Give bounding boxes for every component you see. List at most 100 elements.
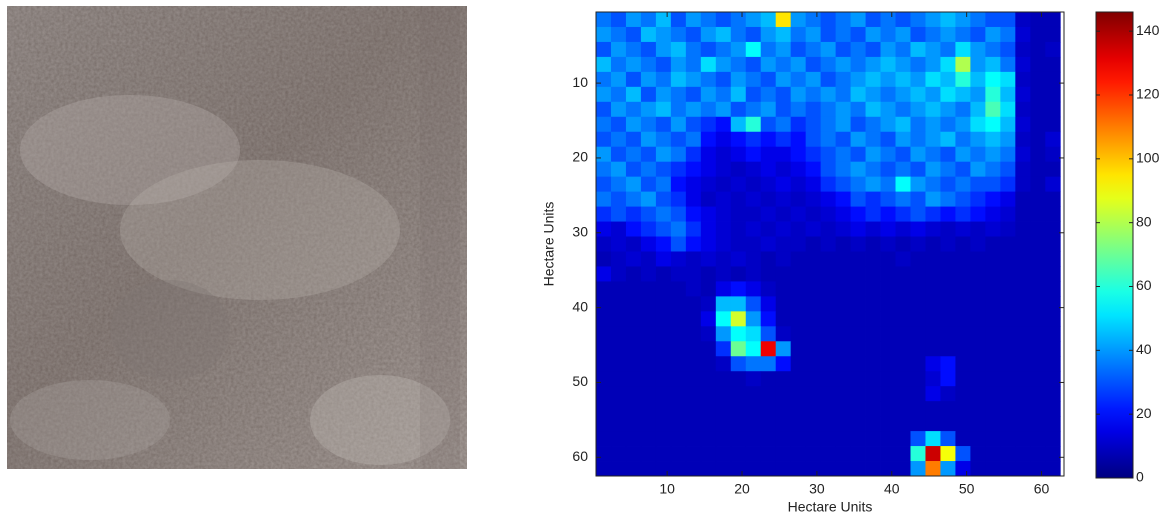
heat-cell bbox=[775, 161, 792, 178]
heat-cell bbox=[835, 206, 851, 222]
heat-cell bbox=[850, 326, 866, 342]
colorbar-tick-label: 60 bbox=[1136, 277, 1152, 293]
heat-cell bbox=[610, 251, 627, 267]
heat-cell bbox=[1015, 326, 1031, 342]
heat-cell bbox=[820, 311, 837, 327]
heat-cell bbox=[790, 281, 807, 297]
heat-cell bbox=[670, 236, 687, 252]
heat-cell bbox=[730, 146, 747, 163]
heat-cell bbox=[850, 431, 866, 447]
heat-cell bbox=[895, 26, 911, 43]
heat-cell bbox=[790, 311, 807, 327]
heat-cell bbox=[970, 101, 986, 118]
heat-cell bbox=[940, 296, 956, 312]
heat-cell bbox=[865, 296, 881, 312]
heat-cell bbox=[1015, 356, 1031, 372]
heat-cell bbox=[1045, 461, 1061, 476]
heat-cell bbox=[880, 26, 896, 43]
heat-cell bbox=[940, 401, 956, 417]
heat-cell bbox=[970, 461, 986, 476]
heat-cell bbox=[640, 311, 657, 327]
heat-cell bbox=[790, 236, 807, 252]
heat-cell bbox=[715, 116, 732, 133]
heat-cell bbox=[1015, 191, 1031, 207]
heat-cell bbox=[850, 416, 866, 432]
heat-cell bbox=[835, 296, 851, 312]
heat-cell bbox=[820, 236, 837, 252]
heat-cell bbox=[730, 191, 747, 207]
heat-cell bbox=[775, 341, 792, 357]
heat-cell bbox=[895, 401, 911, 417]
heat-cell bbox=[1030, 191, 1046, 207]
heat-cell bbox=[880, 176, 896, 193]
heat-cell bbox=[760, 461, 777, 476]
heat-cell bbox=[895, 431, 911, 447]
heat-cell bbox=[730, 101, 747, 118]
heat-cell bbox=[700, 146, 717, 163]
heat-cell bbox=[625, 356, 642, 372]
heat-cell bbox=[715, 251, 732, 267]
heat-cell bbox=[985, 296, 1001, 312]
heat-cell bbox=[790, 176, 807, 193]
heat-cell bbox=[625, 86, 642, 103]
heat-cell bbox=[640, 356, 657, 372]
heat-cell bbox=[610, 146, 627, 163]
heat-cell bbox=[940, 206, 956, 222]
heat-cell bbox=[790, 326, 807, 342]
heat-cell bbox=[865, 266, 881, 282]
heat-cell bbox=[1045, 326, 1061, 342]
heat-cell bbox=[820, 191, 837, 207]
heat-cell bbox=[805, 12, 822, 28]
heat-cell bbox=[880, 431, 896, 447]
heat-cell bbox=[880, 71, 896, 88]
heat-cell bbox=[835, 326, 851, 342]
heat-cell bbox=[596, 146, 612, 163]
heat-cell bbox=[670, 326, 687, 342]
heat-cell bbox=[910, 311, 926, 327]
heat-cell bbox=[1030, 146, 1046, 163]
heat-cell bbox=[730, 116, 747, 133]
heat-cell bbox=[865, 371, 881, 387]
heat-cell bbox=[700, 191, 717, 207]
heat-cell bbox=[655, 326, 672, 342]
heat-cell bbox=[596, 26, 612, 43]
heat-cell bbox=[985, 386, 1001, 402]
heat-cell bbox=[1045, 56, 1061, 73]
heat-cell bbox=[685, 221, 702, 237]
heat-cell bbox=[775, 386, 792, 402]
heat-cell bbox=[596, 431, 612, 447]
heat-cell bbox=[910, 446, 926, 462]
heat-cell bbox=[700, 131, 717, 148]
colorbar-tick-label: 0 bbox=[1136, 469, 1144, 485]
heat-cell bbox=[715, 281, 732, 297]
heat-cell bbox=[655, 101, 672, 118]
heat-cell bbox=[1015, 206, 1031, 222]
heat-cell bbox=[610, 356, 627, 372]
heat-cell bbox=[670, 26, 687, 43]
heat-cell bbox=[910, 221, 926, 237]
heat-cell bbox=[1000, 206, 1016, 222]
heat-cell bbox=[925, 41, 941, 58]
heat-cell bbox=[610, 446, 627, 462]
heat-cell bbox=[1000, 416, 1016, 432]
heat-cell bbox=[1000, 101, 1016, 118]
heat-cell bbox=[596, 236, 612, 252]
heat-cell bbox=[985, 191, 1001, 207]
heat-cell bbox=[596, 86, 612, 103]
heat-cell bbox=[955, 296, 971, 312]
heatmap-cells bbox=[596, 12, 1061, 476]
heat-cell bbox=[596, 281, 612, 297]
heat-cell bbox=[596, 221, 612, 237]
heat-cell bbox=[955, 341, 971, 357]
heat-cell bbox=[985, 221, 1001, 237]
y-tick-label: 30 bbox=[572, 223, 588, 239]
heat-cell bbox=[805, 146, 822, 163]
heat-cell bbox=[820, 131, 837, 148]
heat-cell bbox=[685, 281, 702, 297]
heat-cell bbox=[790, 416, 807, 432]
heat-cell bbox=[760, 446, 777, 462]
heatmap-plot bbox=[596, 12, 1061, 476]
heat-cell bbox=[970, 416, 986, 432]
heat-cell bbox=[820, 326, 837, 342]
heat-cell bbox=[760, 296, 777, 312]
